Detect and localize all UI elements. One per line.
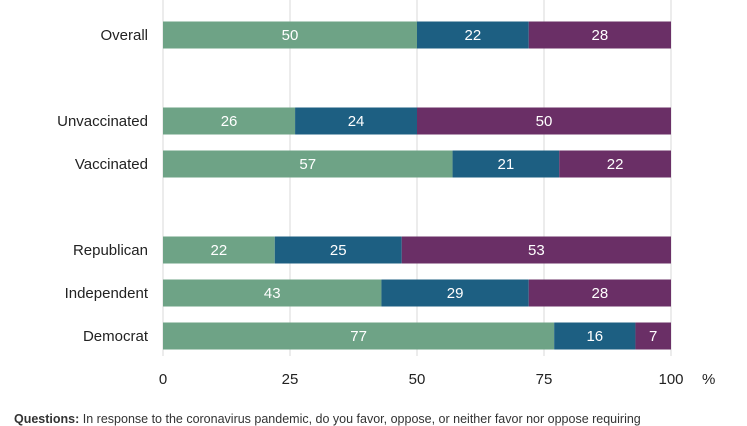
bar-segment xyxy=(295,107,417,135)
bar-value-label: 77 xyxy=(350,328,367,345)
category-label: Independent xyxy=(65,285,149,302)
bar-value-label: 28 xyxy=(592,285,609,302)
footnote: Questions: In response to the coronaviru… xyxy=(14,412,734,426)
footnote-label: Questions: xyxy=(14,412,80,426)
category-label: Overall xyxy=(100,27,148,44)
bar-value-label: 21 xyxy=(498,156,515,173)
bar-segment xyxy=(163,322,555,350)
category-label: Democrat xyxy=(83,328,149,345)
bar-value-label: 22 xyxy=(607,156,624,173)
x-axis: 0 25 50 75 100% xyxy=(159,371,716,388)
bar-segment xyxy=(381,279,529,307)
x-tick-label: 25 xyxy=(282,371,299,388)
x-tick-label: 100 xyxy=(658,371,683,388)
bar-value-label: 53 xyxy=(528,242,545,259)
bar-segment xyxy=(528,21,671,49)
bar-segment xyxy=(163,236,275,264)
bar-segment xyxy=(417,107,671,135)
bar-segment xyxy=(163,107,296,135)
bar-segment xyxy=(554,322,636,350)
category-label: Republican xyxy=(73,242,148,259)
bar-segment xyxy=(452,150,560,178)
bar-value-label: 43 xyxy=(264,285,281,302)
bar-value-label: 50 xyxy=(282,27,299,44)
category-label: Unvaccinated xyxy=(57,113,148,130)
x-tick-label: 50 xyxy=(409,371,426,388)
bar-segment xyxy=(163,21,417,49)
category-label: Vaccinated xyxy=(75,156,148,173)
bar-segment xyxy=(528,279,671,307)
bar-value-label: 22 xyxy=(211,242,228,259)
x-tick-label: 0 xyxy=(159,371,167,388)
bars: 50 22 28 26 24 50 57 21 22 22 25 53 43 29 28 77 16 7 xyxy=(163,21,671,350)
bar-value-label: 24 xyxy=(348,113,365,130)
bar-value-label: 29 xyxy=(447,285,464,302)
bar-value-label: 50 xyxy=(536,113,553,130)
category-labels: Overall Unvaccinated Vaccinated Republican I… xyxy=(57,27,149,345)
bar-segment xyxy=(635,322,671,350)
bar-segment xyxy=(274,236,402,264)
bar-value-label: 7 xyxy=(649,328,657,345)
bar-value-label: 16 xyxy=(586,328,603,345)
bar-value-label: 22 xyxy=(465,27,482,44)
footnote-text: In response to the coronavirus pandemic,… xyxy=(82,412,641,426)
x-unit-label: % xyxy=(702,371,715,388)
bar-value-label: 25 xyxy=(330,242,347,259)
x-tick-label: 75 xyxy=(536,371,553,388)
bar-segment xyxy=(163,279,382,307)
bar-segment xyxy=(163,150,453,178)
bar-segment xyxy=(417,21,529,49)
bar-value-label: 28 xyxy=(592,27,609,44)
bar-segment xyxy=(401,236,671,264)
bar-value-label: 26 xyxy=(221,113,238,130)
bar-segment xyxy=(559,150,671,178)
bar-value-label: 57 xyxy=(299,156,316,173)
